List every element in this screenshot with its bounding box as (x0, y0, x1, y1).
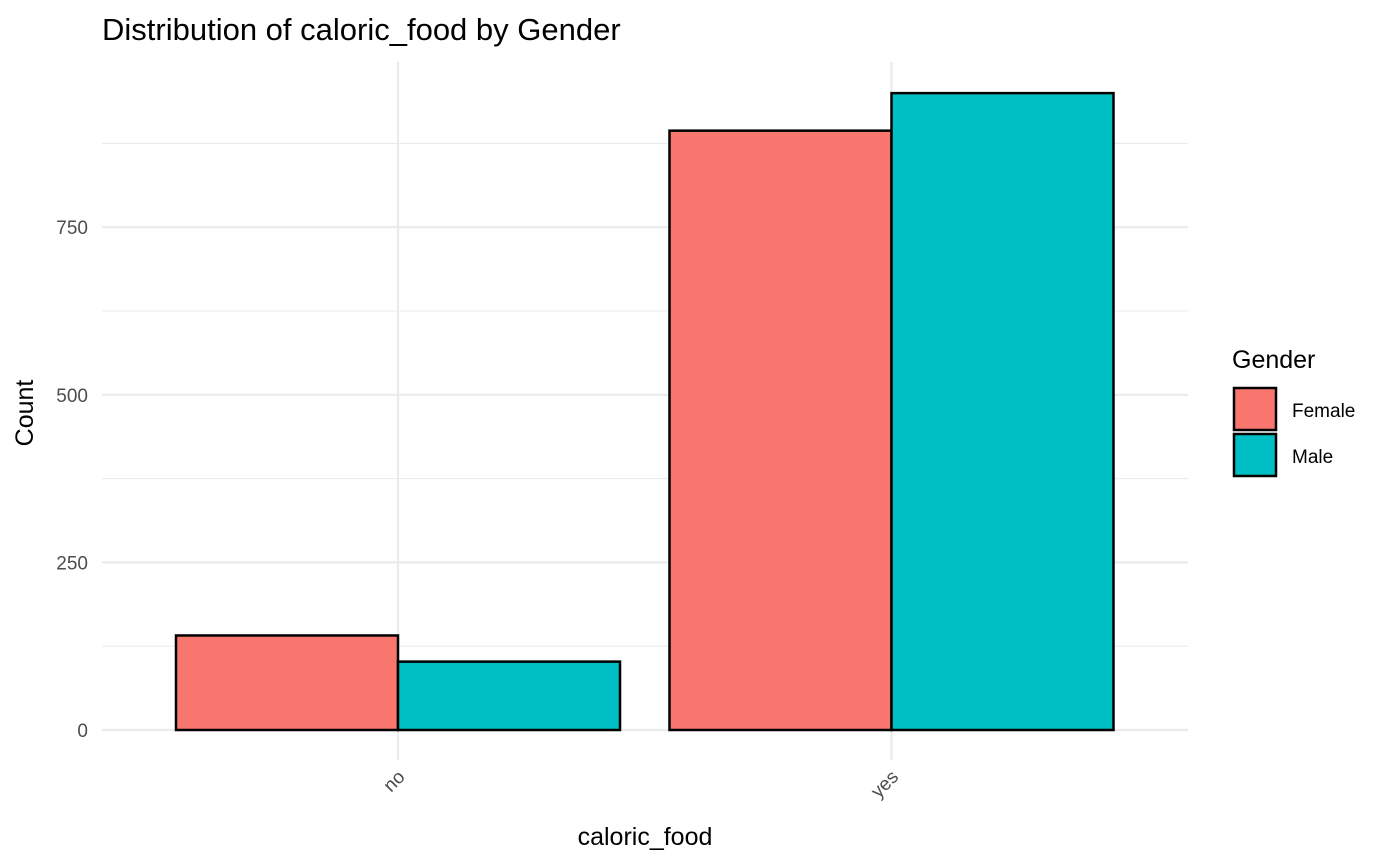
x-tick-label: yes (867, 767, 903, 803)
x-axis-ticks: no yes (380, 767, 903, 803)
y-tick-label: 0 (77, 721, 88, 742)
bar-male-yes (890, 91, 1115, 732)
legend: Gender Female Male (1232, 346, 1355, 478)
chart-title: Distribution of caloric_food by Gender (102, 12, 621, 47)
legend-label-female: Female (1292, 401, 1355, 422)
legend-label-male: Male (1292, 447, 1333, 468)
bar-female-no (174, 634, 400, 732)
bars (174, 91, 1115, 732)
y-tick-label: 500 (56, 386, 88, 407)
legend-items: Female Male (1232, 386, 1355, 478)
bar-female-yes (668, 129, 893, 732)
y-axis-ticks: 0 250 500 750 (56, 218, 88, 742)
legend-key-male (1232, 432, 1278, 478)
plot-panel: 0 250 500 750 no yes (56, 62, 1188, 802)
legend-title: Gender (1232, 346, 1315, 374)
y-axis-title: Count (11, 380, 39, 447)
legend-key-female (1232, 386, 1278, 432)
x-tick-label: no (380, 767, 410, 797)
x-axis-title: caloric_food (578, 823, 713, 851)
y-tick-label: 750 (56, 218, 88, 239)
y-tick-label: 250 (56, 553, 88, 574)
bar-male-no (396, 660, 622, 732)
